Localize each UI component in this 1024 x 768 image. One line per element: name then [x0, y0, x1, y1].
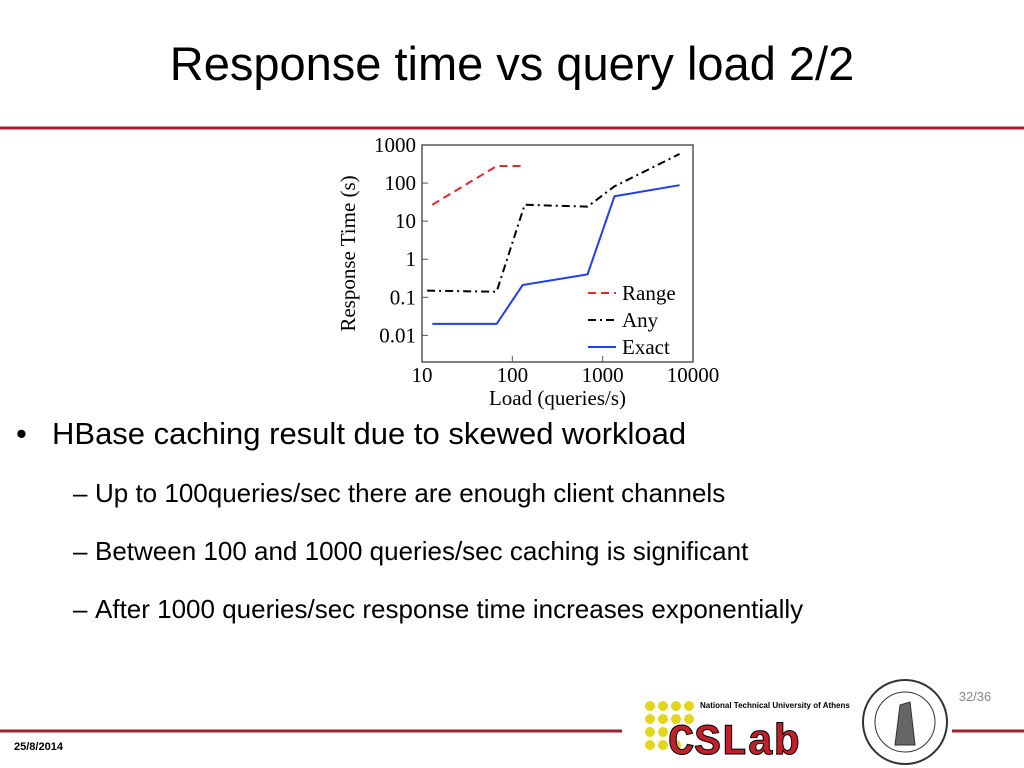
bullet: Between 100 and 1000 queries/sec caching… — [73, 528, 1024, 574]
y-tick-label: 1000 — [374, 133, 416, 157]
y-axis-label: Response Time (s) — [336, 175, 360, 331]
y-tick-label: 1 — [406, 247, 417, 271]
y-tick-label: 100 — [385, 171, 417, 195]
x-tick-label: 10 — [412, 363, 433, 387]
x-tick-label: 1000 — [582, 363, 624, 387]
date: 25/8/2014 — [14, 741, 64, 753]
bullet: Up to 100queries/sec there are enough cl… — [73, 470, 1024, 516]
y-tick-label: 0.01 — [379, 323, 416, 347]
bullet: HBase caching result due to skewed workl… — [16, 412, 1024, 456]
y-tick-label: 10 — [395, 209, 416, 233]
x-tick-label: 100 — [497, 363, 529, 387]
plot-frame — [421, 144, 694, 363]
series-line — [431, 165, 523, 206]
x-tick-label: 10000 — [667, 363, 720, 387]
university-seal — [862, 679, 948, 765]
series-line — [432, 184, 680, 325]
slide-title: Response time vs query load 2/2 — [169, 37, 855, 90]
bullet-list: HBase caching result due to skewed workl… — [0, 412, 1024, 644]
legend-label: Range — [622, 281, 676, 305]
page-number: 32/36 — [959, 689, 992, 704]
bullet: After 1000 queries/sec response time inc… — [73, 586, 865, 632]
logo-dots — [645, 701, 694, 750]
logo-name: CSLab — [668, 718, 800, 768]
legend-label: Any — [622, 308, 659, 332]
y-tick-label: 0.1 — [390, 285, 416, 309]
x-axis-label: Load (queries/s) — [489, 386, 626, 410]
logo-university: National Technical University of Athens — [700, 701, 850, 710]
series-line — [427, 153, 681, 293]
legend-label: Exact — [622, 335, 670, 359]
